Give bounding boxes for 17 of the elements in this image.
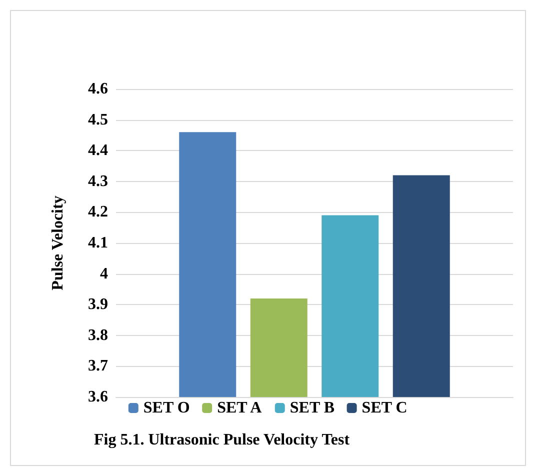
legend-label: SET A xyxy=(217,400,262,416)
y-tick-label: 4.2 xyxy=(88,204,108,221)
y-axis-title: Pulse Velocity xyxy=(50,196,66,290)
y-tick-label: 4.4 xyxy=(88,142,108,160)
y-tick-label: 3.8 xyxy=(88,326,108,344)
y-tick-label: 4 xyxy=(100,265,108,282)
legend-label: SET O xyxy=(143,400,190,416)
y-tick-label: 3.7 xyxy=(88,358,108,375)
legend-label: SET B xyxy=(290,400,335,416)
legend-label: SET C xyxy=(362,400,408,416)
y-tick-label: 3.6 xyxy=(88,388,108,406)
y-tick-label: 4.3 xyxy=(88,172,108,190)
y-tick-label: 4.1 xyxy=(88,234,108,252)
y-tick-label: 4.6 xyxy=(88,80,108,98)
text: Fig 5.1. Ultrasonic Pulse Velocity Test xyxy=(94,432,350,448)
y-tick-label: 3.9 xyxy=(88,296,108,314)
y-tick-label: 4.5 xyxy=(88,111,108,128)
